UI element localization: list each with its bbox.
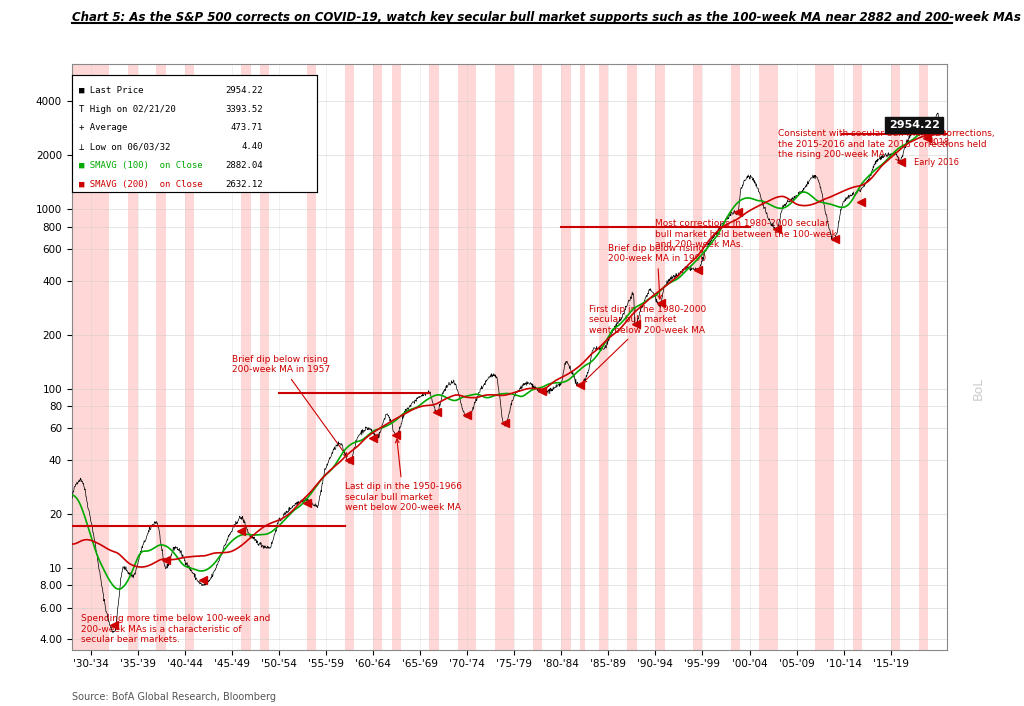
Bar — [345, 64, 354, 650]
Bar — [458, 64, 476, 650]
Text: Brief dip below rising
200-week MA in 1990: Brief dip below rising 200-week MA in 19… — [608, 244, 707, 299]
Text: BoL: BoL — [972, 377, 984, 400]
Bar — [532, 64, 543, 650]
Text: Early 2016: Early 2016 — [914, 157, 959, 167]
Bar — [627, 64, 637, 650]
Text: Spending more time below 100-week and
200-week MAs is a characteristic of
secula: Spending more time below 100-week and 20… — [81, 614, 270, 644]
Bar — [891, 64, 900, 650]
Text: Last dip in the 1950-1966
secular bull market
went below 200-week MA: Last dip in the 1950-1966 secular bull m… — [345, 439, 462, 512]
Bar — [693, 64, 702, 650]
Bar — [815, 64, 835, 650]
Bar — [373, 64, 382, 650]
Bar — [307, 64, 316, 650]
Bar — [655, 64, 665, 650]
Bar — [184, 64, 195, 650]
Bar — [759, 64, 778, 650]
Bar — [561, 64, 570, 650]
Text: 2954.22: 2954.22 — [889, 120, 940, 130]
Bar — [580, 64, 585, 650]
Text: Most corrections in 1980-2000 secular
bull market held between the 100-week
and : Most corrections in 1980-2000 secular bu… — [655, 220, 837, 249]
Bar — [599, 64, 608, 650]
Text: Consistent with secular bull market corrections,
the 2015-2016 and late 2018 cor: Consistent with secular bull market corr… — [778, 129, 994, 162]
Text: Brief dip below rising
200-week MA in 1957: Brief dip below rising 200-week MA in 19… — [231, 355, 347, 457]
Bar — [128, 64, 137, 650]
Text: First dip in the 1980-2000
secular bull market
went below 200-week MA: First dip in the 1980-2000 secular bull … — [583, 305, 707, 383]
Bar — [853, 64, 862, 650]
Text: Chart 5: As the S&P 500 corrects on COVID-19, watch key secular bull market supp: Chart 5: As the S&P 500 corrects on COVI… — [72, 11, 1024, 23]
Bar — [429, 64, 439, 650]
Text: Source: BofA Global Research, Bloomberg: Source: BofA Global Research, Bloomberg — [72, 693, 275, 702]
Bar — [241, 64, 251, 650]
Bar — [392, 64, 401, 650]
Bar — [496, 64, 514, 650]
Bar — [72, 64, 110, 650]
Bar — [157, 64, 166, 650]
Bar — [731, 64, 740, 650]
Text: Late
2018: Late 2018 — [929, 128, 949, 148]
Bar — [919, 64, 929, 650]
Bar — [260, 64, 269, 650]
